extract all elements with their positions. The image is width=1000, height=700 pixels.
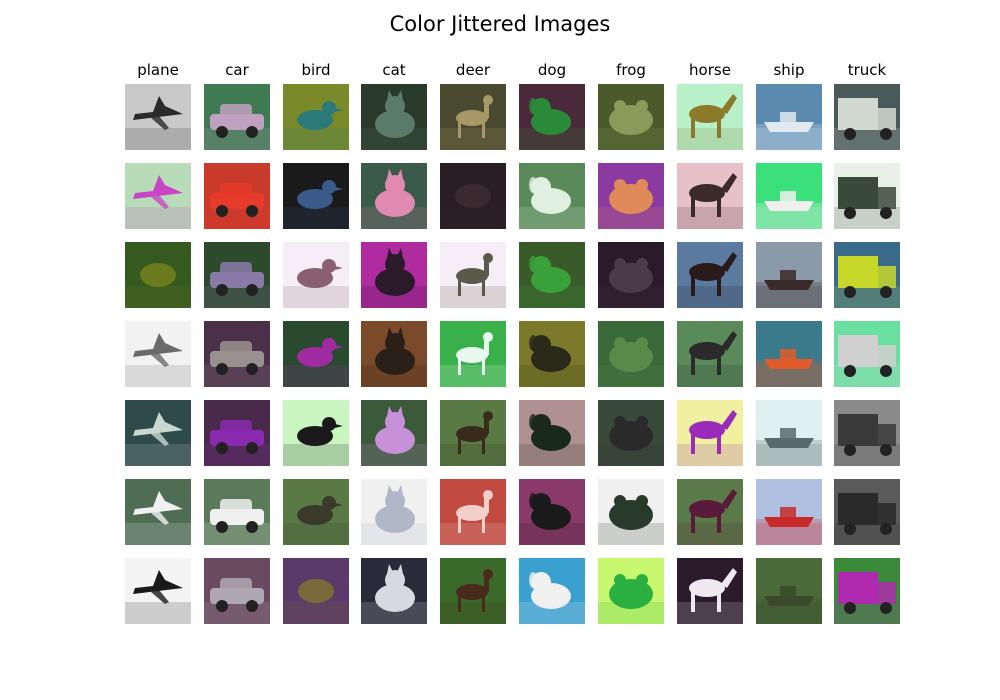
image-tile-plane-4 [125,321,191,387]
image-tile-horse-6 [677,479,743,545]
image-tile-cat-1 [361,84,427,150]
image-tile-deer-3 [440,242,506,308]
image-tile-deer-2 [440,163,506,229]
image-tile-horse-7 [677,558,743,624]
image-tile-frog-1 [598,84,664,150]
image-tile-bird-7 [283,558,349,624]
image-tile-car-7 [204,558,270,624]
image-tile-ship-2 [756,163,822,229]
image-tile-deer-4 [440,321,506,387]
image-tile-horse-1 [677,84,743,150]
image-tile-truck-2 [834,163,900,229]
image-tile-truck-6 [834,479,900,545]
image-tile-deer-7 [440,558,506,624]
image-tile-dog-6 [519,479,585,545]
column-label-frog: frog [616,61,646,79]
image-tile-cat-4 [361,321,427,387]
image-tile-dog-5 [519,400,585,466]
image-tile-dog-2 [519,163,585,229]
image-tile-deer-5 [440,400,506,466]
image-tile-truck-4 [834,321,900,387]
image-tile-cat-3 [361,242,427,308]
image-tile-dog-3 [519,242,585,308]
image-tile-plane-6 [125,479,191,545]
image-tile-horse-5 [677,400,743,466]
image-tile-ship-1 [756,84,822,150]
column-label-plane: plane [137,61,179,79]
image-tile-horse-4 [677,321,743,387]
image-tile-dog-1 [519,84,585,150]
image-tile-truck-5 [834,400,900,466]
image-tile-frog-3 [598,242,664,308]
image-tile-dog-4 [519,321,585,387]
image-tile-bird-3 [283,242,349,308]
image-tile-bird-5 [283,400,349,466]
image-tile-car-5 [204,400,270,466]
image-tile-ship-4 [756,321,822,387]
column-label-ship: ship [773,61,805,79]
image-tile-ship-3 [756,242,822,308]
image-tile-cat-5 [361,400,427,466]
image-tile-car-2 [204,163,270,229]
image-tile-car-6 [204,479,270,545]
image-tile-ship-5 [756,400,822,466]
image-tile-frog-2 [598,163,664,229]
image-tile-deer-1 [440,84,506,150]
image-tile-truck-1 [834,84,900,150]
image-tile-car-4 [204,321,270,387]
image-tile-deer-6 [440,479,506,545]
image-tile-horse-2 [677,163,743,229]
column-label-dog: dog [537,61,567,79]
image-tile-cat-7 [361,558,427,624]
figure-title: Color Jittered Images [389,12,611,36]
image-tile-bird-4 [283,321,349,387]
image-tile-ship-6 [756,479,822,545]
image-tile-frog-4 [598,321,664,387]
image-tile-bird-2 [283,163,349,229]
column-label-deer: deer [455,61,491,79]
image-tile-plane-5 [125,400,191,466]
image-tile-frog-7 [598,558,664,624]
column-label-horse: horse [689,61,731,79]
image-tile-cat-2 [361,163,427,229]
image-tile-frog-6 [598,479,664,545]
column-label-truck: truck [847,61,887,79]
image-tile-dog-7 [519,558,585,624]
column-label-cat: cat [382,61,406,79]
image-tile-plane-1 [125,84,191,150]
column-label-bird: bird [301,61,331,79]
image-tile-frog-5 [598,400,664,466]
image-tile-bird-1 [283,84,349,150]
image-tile-cat-6 [361,479,427,545]
image-tile-plane-3 [125,242,191,308]
image-tile-plane-2 [125,163,191,229]
image-tile-car-3 [204,242,270,308]
image-tile-truck-3 [834,242,900,308]
image-tile-car-1 [204,84,270,150]
image-tile-plane-7 [125,558,191,624]
image-tile-ship-7 [756,558,822,624]
image-tile-truck-7 [834,558,900,624]
image-tile-horse-3 [677,242,743,308]
column-label-car: car [225,61,249,79]
image-tile-bird-6 [283,479,349,545]
